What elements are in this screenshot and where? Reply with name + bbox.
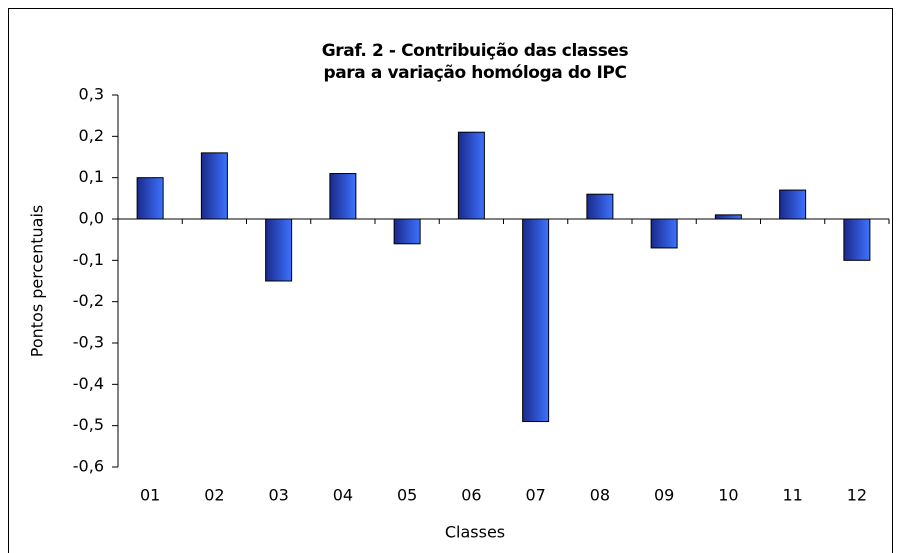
bar: [779, 189, 807, 220]
x-axis-label: Classes: [445, 523, 505, 542]
bar: [136, 177, 164, 220]
y-tick-label: 0,1: [79, 167, 104, 186]
bar: [457, 131, 485, 220]
chart-border: [8, 8, 893, 553]
chart-title: Graf. 2 - Contribuição das classes para …: [321, 41, 629, 83]
y-tick-label: -0,1: [73, 250, 104, 269]
x-tick-label: 03: [268, 486, 288, 505]
x-tick-label: 01: [140, 486, 160, 505]
bar: [329, 173, 357, 220]
x-tick-label: 06: [461, 486, 481, 505]
y-tick-label: -0,2: [73, 291, 104, 310]
y-tick-label: -0,3: [73, 333, 104, 352]
x-tick-label: 04: [333, 486, 353, 505]
x-tick-label: 12: [847, 486, 867, 505]
x-tick-label: 10: [718, 486, 738, 505]
y-tick-label: -0,6: [73, 457, 104, 476]
bar: [650, 218, 678, 249]
y-tick-label: 0,0: [79, 209, 104, 228]
bar: [586, 193, 614, 220]
x-tick-label: 05: [397, 486, 417, 505]
y-axis-label: Pontos percentuais: [28, 205, 47, 358]
bar: [522, 218, 550, 423]
bar: [200, 152, 228, 220]
y-tick-label: 0,2: [79, 126, 104, 145]
bar: [393, 218, 421, 245]
y-tick-label: 0,3: [79, 85, 104, 104]
bar: [714, 214, 742, 220]
y-tick-label: -0,4: [73, 374, 104, 393]
bar: [265, 218, 293, 282]
x-tick-label: 08: [590, 486, 610, 505]
bar: [843, 218, 871, 261]
x-tick-label: 09: [654, 486, 674, 505]
y-tick-label: -0,5: [73, 415, 104, 434]
x-tick-label: 07: [525, 486, 545, 505]
x-tick-label: 02: [204, 486, 224, 505]
x-tick-label: 11: [782, 486, 802, 505]
